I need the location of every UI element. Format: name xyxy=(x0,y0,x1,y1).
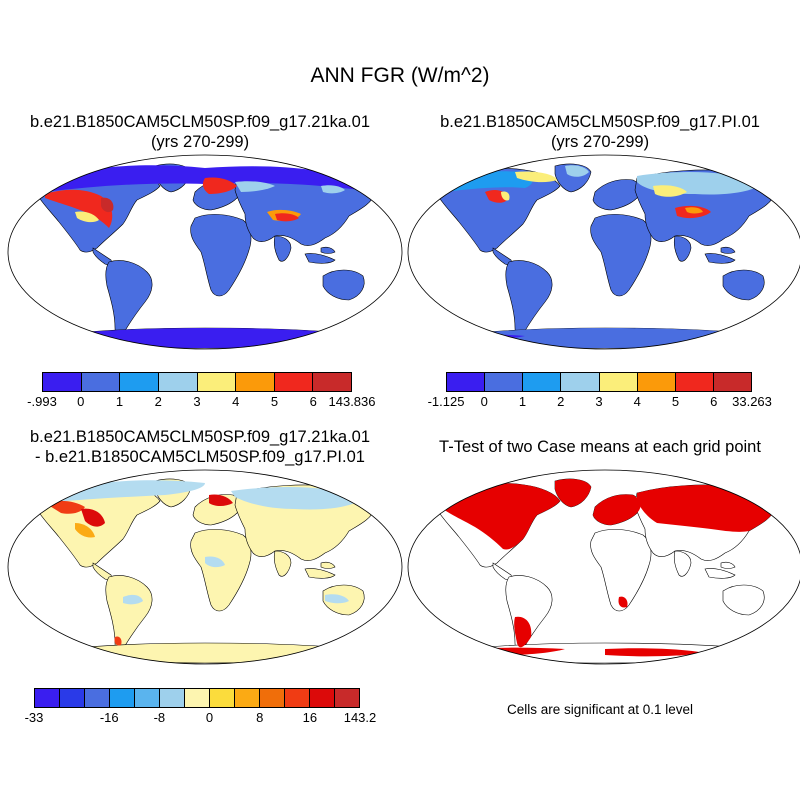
colorbar-difference xyxy=(34,688,360,708)
colorbar-swatch xyxy=(135,689,160,707)
colorbar-swatch xyxy=(110,689,135,707)
colorbar-swatch xyxy=(599,373,638,391)
colorbar-swatch xyxy=(85,689,110,707)
colorbar-tick-label: 1 xyxy=(518,394,527,409)
map-difference xyxy=(7,469,403,665)
panel-2-title-line1: b.e21.B1850CAM5CLM50SP.f09_g17.PI.01 xyxy=(440,113,760,131)
colorbar-tick-label: 3 xyxy=(595,394,603,409)
panel-1-title-line1: b.e21.B1850CAM5CLM50SP.f09_g17.21ka.01 xyxy=(29,113,371,131)
colorbar-tick-label: 6 xyxy=(710,394,718,409)
colorbar-tick-label: 16 xyxy=(302,710,318,725)
colorbar-swatch xyxy=(485,373,524,391)
colorbar-swatch xyxy=(313,373,351,391)
colorbar-swatch xyxy=(675,373,714,391)
panel-4-title-line1: T-Test of two Case means at each grid po… xyxy=(439,438,761,456)
colorbar-tick-label: 4 xyxy=(633,394,641,409)
colorbar-swatch xyxy=(60,689,85,707)
colorbar-tick-label: 0 xyxy=(77,394,85,409)
map-ttest xyxy=(407,469,800,665)
colorbar-tick-label: 143.2 xyxy=(343,710,377,725)
colorbar-tick-label: 0 xyxy=(480,394,488,409)
panel-2-title-line2: (yrs 270-299) xyxy=(550,133,650,151)
colorbar-tick-label: 3 xyxy=(193,394,201,409)
colorbar-tick-label: 8 xyxy=(256,710,264,725)
colorbar-swatch xyxy=(335,689,359,707)
colorbar-tick-label: -1.125 xyxy=(427,394,465,409)
colorbar-case2 xyxy=(446,372,752,392)
colorbar-tick-label: 33.263 xyxy=(732,394,772,409)
colorbar-case1 xyxy=(42,372,352,392)
colorbar-swatch xyxy=(310,689,335,707)
panel-3-title-line1: b.e21.B1850CAM5CLM50SP.f09_g17.21ka.01 xyxy=(29,428,371,446)
colorbar-tick-label: 1 xyxy=(115,394,124,409)
colorbar-tick-label: 143.836 xyxy=(328,394,376,409)
colorbar-tick-label: 0 xyxy=(205,710,214,725)
colorbar-swatch xyxy=(43,373,82,391)
colorbar-swatch xyxy=(285,689,310,707)
panel-1-title: b.e21.B1850CAM5CLM50SP.f09_g17.21ka.01 (… xyxy=(0,112,400,152)
colorbar-tick-label: 6 xyxy=(309,394,317,409)
colorbar-swatch xyxy=(447,373,486,391)
colorbar-swatch xyxy=(35,689,60,707)
colorbar-tick-label: -8 xyxy=(153,710,166,725)
colorbar-tick-label: 2 xyxy=(154,394,162,409)
colorbar-swatch xyxy=(197,373,237,391)
colorbar-swatch xyxy=(160,689,185,707)
colorbar-swatch xyxy=(274,373,314,391)
ttest-significance-note: Cells are significant at 0.1 level xyxy=(506,702,694,717)
panel-3-title-line2: - b.e21.B1850CAM5CLM50SP.f09_g17.PI.01 xyxy=(35,448,365,466)
colorbar-tick-label: -16 xyxy=(99,710,119,725)
colorbar-swatch xyxy=(158,373,198,391)
colorbar-swatch xyxy=(523,373,562,391)
map-case1 xyxy=(7,154,403,350)
panel-2-title: b.e21.B1850CAM5CLM50SP.f09_g17.PI.01 (yr… xyxy=(400,112,800,152)
colorbar-swatch xyxy=(120,373,159,391)
figure-title: ANN FGR (W/m^2) xyxy=(310,64,490,87)
colorbar-swatch xyxy=(235,689,260,707)
panel-3-title: b.e21.B1850CAM5CLM50SP.f09_g17.21ka.01 -… xyxy=(0,427,400,467)
colorbar-swatch xyxy=(260,689,285,707)
colorbar-swatch xyxy=(81,373,121,391)
map-case2 xyxy=(407,154,800,350)
colorbar-tick-label: 2 xyxy=(557,394,565,409)
colorbar-swatch xyxy=(561,373,600,391)
colorbar-tick-label: -33 xyxy=(24,710,44,725)
colorbar-tick-label: 5 xyxy=(671,394,680,409)
colorbar-tick-label: 4 xyxy=(232,394,240,409)
colorbar-swatch xyxy=(210,689,235,707)
panel-1-title-line2: (yrs 270-299) xyxy=(150,133,250,151)
panel-4-title: T-Test of two Case means at each grid po… xyxy=(400,437,800,457)
colorbar-swatch xyxy=(637,373,676,391)
colorbar-tick-label: 5 xyxy=(270,394,279,409)
colorbar-swatch xyxy=(236,373,275,391)
colorbar-tick-label: -.993 xyxy=(27,394,57,409)
colorbar-swatch xyxy=(713,373,751,391)
colorbar-swatch xyxy=(185,689,210,707)
